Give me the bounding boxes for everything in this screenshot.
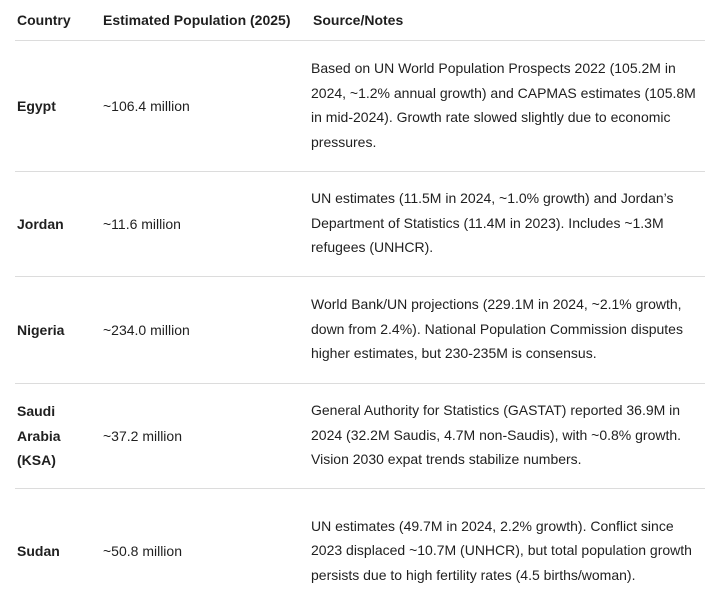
population-cell: ~37.2 million [101, 384, 311, 489]
table-row: Saudi Arabia (KSA) ~37.2 million General… [15, 384, 705, 489]
table-row: Egypt ~106.4 million Based on UN World P… [15, 41, 705, 172]
header-population: Estimated Population (2025) [101, 0, 311, 41]
table-header-row: Country Estimated Population (2025) Sour… [15, 0, 705, 41]
notes-cell: General Authority for Statistics (GASTAT… [311, 384, 705, 489]
table-row: Sudan ~50.8 million UN estimates (49.7M … [15, 489, 705, 614]
country-cell: Sudan [15, 489, 101, 614]
table-row: Nigeria ~234.0 million World Bank/UN pro… [15, 277, 705, 384]
population-cell: ~106.4 million [101, 41, 311, 172]
header-notes: Source/Notes [311, 0, 705, 41]
notes-cell: World Bank/UN projections (229.1M in 202… [311, 277, 705, 384]
country-cell: Saudi Arabia (KSA) [15, 384, 101, 489]
notes-cell: UN estimates (49.7M in 2024, 2.2% growth… [311, 489, 705, 614]
population-table: Country Estimated Population (2025) Sour… [15, 0, 705, 614]
header-country: Country [15, 0, 101, 41]
population-cell: ~234.0 million [101, 277, 311, 384]
population-cell: ~11.6 million [101, 172, 311, 277]
population-cell: ~50.8 million [101, 489, 311, 614]
notes-cell: Based on UN World Population Prospects 2… [311, 41, 705, 172]
table-row: Jordan ~11.6 million UN estimates (11.5M… [15, 172, 705, 277]
country-cell: Jordan [15, 172, 101, 277]
notes-cell: UN estimates (11.5M in 2024, ~1.0% growt… [311, 172, 705, 277]
country-cell: Egypt [15, 41, 101, 172]
country-cell: Nigeria [15, 277, 101, 384]
